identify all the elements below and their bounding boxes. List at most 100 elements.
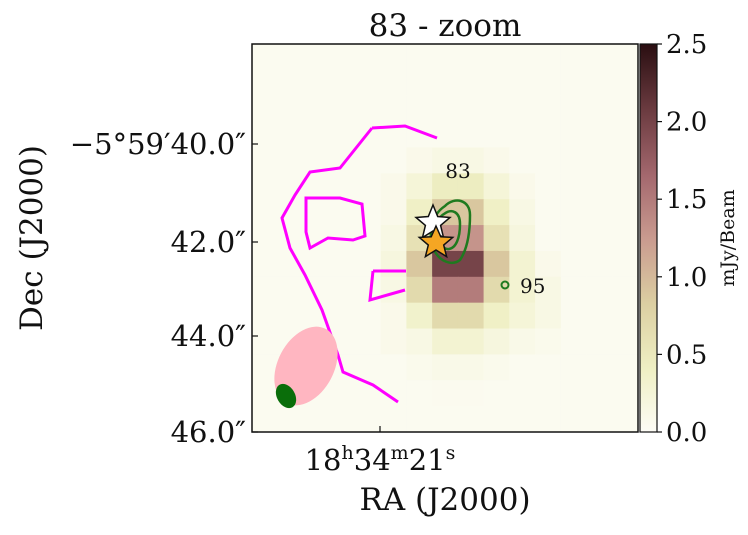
heat-cell [586,121,613,149]
heat-cell [535,69,562,97]
heat-cell [354,250,382,278]
heat-cell [406,69,433,97]
chart-title: 83 - zoom [369,8,522,44]
heat-cell [457,302,485,330]
x-tick-0: 18h34m21s [305,442,456,477]
heat-cell [483,173,510,200]
y-axis-label: Dec (J2000) [14,145,50,331]
heat-cell [535,95,562,123]
heat-cell [560,173,588,200]
y-tick-1: 42.0″ [171,225,247,259]
heat-cell [252,380,279,407]
heat-cell [560,121,588,149]
heat-cell [612,121,639,149]
heat-cell [457,95,485,123]
heat-cell [586,302,613,330]
heat-cell [483,380,510,407]
heat-cell [560,250,588,278]
heat-cell [406,276,433,304]
heat-cell [586,95,613,123]
heat-cell [380,199,407,226]
heat-cell [509,406,536,433]
colorbar-tick-1: 0.5 [666,340,707,370]
x-axis-label: RA (J2000) [359,482,530,518]
heat-cell [586,69,613,97]
heat-cell [586,250,613,278]
magenta-fragment [368,269,406,303]
heat-cell [509,69,536,97]
heat-cell [483,328,510,355]
heat-cell [354,173,382,200]
colorbar-tick-2: 1.0 [666,263,707,293]
heat-cell [509,250,536,278]
heat-cell [560,69,588,97]
source-label-95: 95 [520,274,545,298]
heat-cell [535,147,562,174]
heat-cell [612,95,639,123]
heat-cell [483,147,510,174]
heat-cell [432,328,459,355]
heat-cell [432,302,459,330]
heat-cell [329,199,356,226]
heat-cell [380,173,407,200]
orange-star-icon [417,224,455,259]
heat-cell [252,147,279,174]
heat-cell [354,95,382,123]
heat-cell [329,173,356,200]
heat-cell [509,328,536,355]
heat-cell [586,147,613,174]
heat-cell [612,199,639,226]
heat-cell [509,199,536,226]
heat-cell [277,406,305,433]
heat-cell [483,121,510,149]
heat-cell [252,354,279,381]
heat-cell [277,95,305,123]
heat-cell [329,302,356,330]
colorbar-tick-3: 1.5 [666,185,707,215]
heat-cell [560,328,588,355]
heat-cell [483,199,510,226]
heat-cell [586,199,613,226]
heat-cell [535,276,562,304]
heat-cell [329,380,356,407]
heat-cell [406,173,433,200]
heat-cell [457,121,485,149]
heat-cell [277,276,305,304]
heat-cell [406,147,433,174]
heat-cell [303,95,330,123]
heat-cell [586,44,613,71]
heat-cell [612,44,639,71]
heat-cell [252,44,279,71]
heat-cell [303,406,330,433]
heat-cell [354,147,382,174]
heat-cell [252,250,279,278]
heat-cell [560,147,588,174]
heat-cell [303,44,330,71]
heat-cell [586,406,613,433]
heat-cell [432,173,459,200]
heat-cell [406,302,433,330]
heat-cell [483,225,510,252]
heat-cell [432,69,459,97]
heat-cell [509,95,536,123]
heat-cell [509,147,536,174]
heat-cell [457,44,485,71]
heat-cell [509,354,536,381]
heat-cell [406,354,433,381]
heat-cell [509,302,536,330]
heat-cell [277,147,305,174]
heat-cell [380,250,407,278]
heat-cell [354,380,382,407]
heat-cell [535,225,562,252]
heat-cell [252,173,279,200]
heat-cell [560,276,588,304]
heat-cell [432,121,459,149]
heat-cell [535,44,562,71]
heat-cell [380,44,407,71]
heat-cell [277,69,305,97]
heat-cell [612,147,639,174]
heat-cell [535,199,562,226]
heat-cell [432,406,459,433]
heat-cell [457,276,485,304]
